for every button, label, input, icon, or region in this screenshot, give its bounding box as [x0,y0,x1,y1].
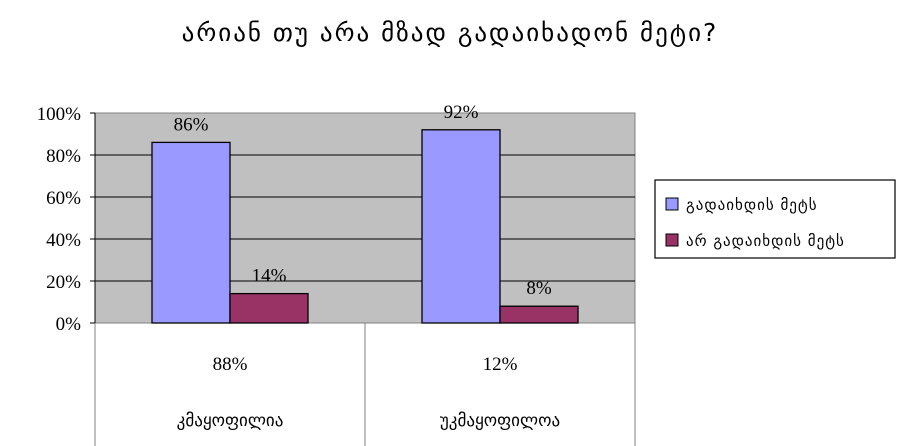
y-tick-label: 40% [46,230,81,251]
category-value: 12% [483,354,518,375]
legend-swatch [665,233,679,247]
y-tick-label: 100% [37,104,82,125]
category-label: უკმაყოფილოა [440,411,560,431]
legend-box [654,179,896,259]
legend-label: გადაიხდის მეტს [686,196,818,214]
bar-not-pay-more-1 [229,292,309,324]
category-table: 88% კმაყოფილია 12% უკმაყოფილოა [94,323,636,446]
data-label: 8% [526,278,552,299]
y-tick-label: 60% [46,188,81,209]
legend: გადაიხდის მეტს არ გადაიხდის მეტს [654,179,896,259]
bar-not-pay-more-2 [499,305,579,324]
y-tick-label: 80% [46,146,81,167]
y-tick-label: 0% [56,314,82,335]
data-label: 14% [252,266,287,287]
category-value: 88% [213,354,248,375]
y-tick-label: 20% [46,272,81,293]
bar-pay-more-2 [421,129,501,324]
data-label: 92% [444,102,479,123]
y-axis: 0% 20% 40% 60% 80% 100% [37,104,96,335]
legend-label: არ გადაიხდის მეტს [686,232,845,250]
chart-title: არიან თუ არა მზად გადაიხადონ მეტი? [181,18,719,47]
bars: 86% 14% 92% 8% [151,102,579,324]
category-label: კმაყოფილია [177,411,284,431]
bar-pay-more-1 [151,141,231,324]
data-label: 86% [174,114,209,135]
legend-swatch [665,197,679,211]
